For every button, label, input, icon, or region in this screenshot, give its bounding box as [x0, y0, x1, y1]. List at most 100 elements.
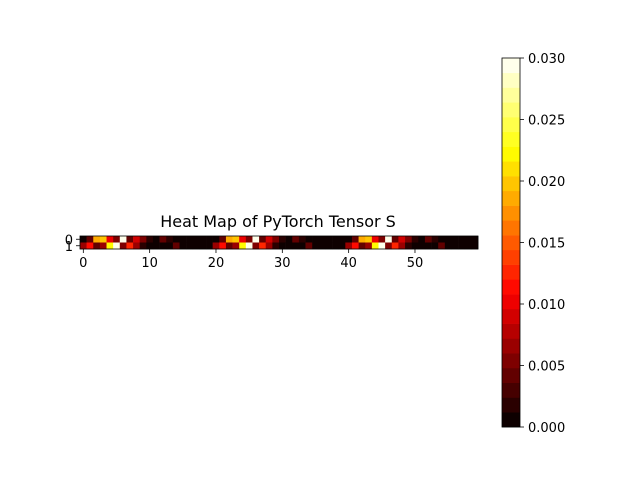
- heatmap-cell: [431, 242, 439, 250]
- heatmap-cell: [139, 242, 147, 250]
- heatmap-cell: [351, 236, 359, 243]
- heatmap-cell: [312, 242, 320, 250]
- heatmap-cell: [259, 242, 267, 250]
- heatmap-cell: [405, 236, 412, 243]
- heatmap-cell: [405, 242, 412, 250]
- heatmap-cell: [438, 242, 446, 250]
- heatmap-cells: [80, 236, 479, 250]
- heatmap-cell: [285, 242, 293, 250]
- heatmap-cell: [252, 236, 260, 243]
- heatmap-cell: [298, 236, 306, 243]
- heatmap-cell: [332, 242, 339, 250]
- heatmap-cell: [239, 242, 247, 250]
- heatmap-cell: [318, 236, 326, 243]
- heatmap-cell: [80, 242, 87, 250]
- colorbar-level: [502, 235, 520, 251]
- heatmap-cell: [371, 236, 379, 243]
- x-axis: 0 10 20 30 40 50: [79, 249, 423, 271]
- heatmap-cell: [106, 236, 114, 243]
- heatmap-cell: [365, 236, 373, 243]
- colorbar-tick-label: 0.000: [528, 421, 565, 436]
- heatmap-cell: [245, 242, 253, 250]
- heatmap-cell: [464, 242, 472, 250]
- colorbar-level: [502, 102, 520, 118]
- colorbar-level: [502, 161, 520, 177]
- heatmap-cell: [292, 242, 300, 250]
- heatmap-cell: [199, 242, 207, 250]
- chart-title: Heat Map of PyTorch Tensor S: [160, 212, 396, 231]
- heatmap-cell: [292, 236, 300, 243]
- heatmap-cell: [86, 236, 94, 243]
- heatmap-cell: [398, 236, 406, 243]
- colorbar-level: [502, 412, 520, 428]
- heatmap-cell: [471, 236, 479, 243]
- heatmap-cell: [86, 242, 94, 250]
- colorbar-level: [502, 58, 520, 74]
- heatmap-cell: [219, 236, 227, 243]
- colorbar-level: [502, 131, 520, 147]
- heatmap-cell: [119, 236, 127, 243]
- heatmap-cell: [338, 236, 346, 243]
- heatmap-cell: [385, 236, 393, 243]
- heatmap-cell: [152, 242, 160, 250]
- heatmap-cell: [451, 242, 459, 250]
- heatmap-cell: [113, 236, 121, 243]
- heatmap-cell: [99, 236, 107, 243]
- colorbar-level: [502, 72, 520, 88]
- x-tick-label: 30: [274, 256, 291, 271]
- heatmap-cell: [166, 242, 174, 250]
- heatmap-cell: [325, 236, 333, 243]
- heatmap-cell: [325, 242, 333, 250]
- colorbar-axis: 0.000 0.005 0.010 0.015 0.020 0.025 0.030: [520, 52, 565, 436]
- heatmap-cell: [272, 236, 280, 243]
- heatmap-cell: [199, 236, 207, 243]
- heatmap-cell: [139, 236, 147, 243]
- colorbar: [502, 58, 520, 428]
- colorbar-tick-label: 0.030: [528, 52, 565, 67]
- colorbar-tick-label: 0.005: [528, 360, 565, 375]
- heatmap-cell: [418, 242, 426, 250]
- colorbar-level: [502, 87, 520, 103]
- heatmap-cell: [126, 242, 134, 250]
- heatmap-cell: [298, 242, 306, 250]
- heatmap-cell: [411, 236, 419, 243]
- heatmap-cell: [159, 236, 167, 243]
- heatmap-cell: [391, 236, 399, 243]
- heatmap-cell: [192, 236, 200, 243]
- heatmap-cell: [133, 242, 140, 250]
- colorbar-level: [502, 205, 520, 221]
- heatmap-cell: [259, 236, 267, 243]
- heatmap-cell: [166, 236, 174, 243]
- colorbar-level: [502, 367, 520, 384]
- heatmap-cell: [152, 236, 160, 243]
- heatmap-cell: [93, 242, 101, 250]
- y-tick-label: 0: [65, 233, 73, 248]
- heatmap-cell: [265, 236, 273, 243]
- heatmap-cell: [471, 242, 479, 250]
- colorbar-level: [502, 382, 520, 398]
- heatmap-cell: [279, 242, 286, 250]
- heatmap-cell: [93, 236, 101, 243]
- heatmap-cell: [351, 242, 359, 250]
- heatmap-cell: [232, 242, 240, 250]
- colorbar-level: [502, 117, 520, 133]
- heatmap-cell: [212, 236, 220, 243]
- heatmap-cell: [444, 242, 452, 250]
- heatmap-cell: [458, 236, 466, 243]
- heatmap-cell: [378, 236, 386, 243]
- heatmap-cell: [225, 236, 233, 243]
- colorbar-tick-label: 0.020: [528, 175, 565, 190]
- heatmap-cell: [186, 236, 194, 243]
- x-tick-label: 20: [208, 256, 225, 271]
- heatmap-frame: [79, 235, 479, 250]
- heatmap-cell: [458, 242, 466, 250]
- heatmap-cell: [232, 236, 240, 243]
- heatmap-cell: [219, 242, 227, 250]
- heatmap-cell: [365, 242, 373, 250]
- y-axis: 01: [65, 233, 80, 255]
- heatmap-cell: [312, 236, 320, 243]
- heatmap-cell: [80, 236, 87, 243]
- colorbar-level: [502, 323, 520, 339]
- colorbar-level: [502, 308, 520, 324]
